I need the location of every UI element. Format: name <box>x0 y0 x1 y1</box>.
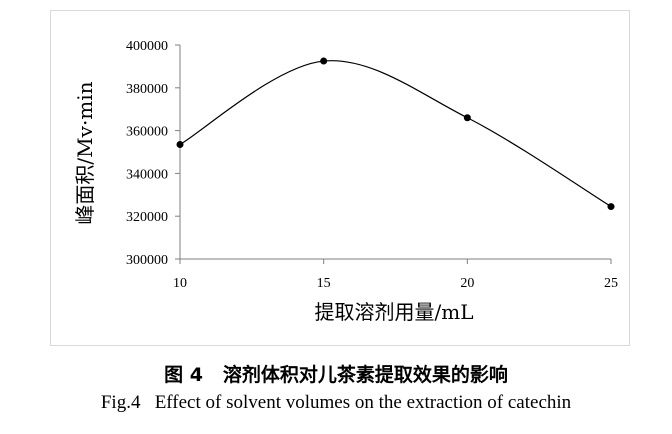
y-tick-label: 320000 <box>126 210 168 225</box>
y-tick-label: 340000 <box>126 167 168 182</box>
x-axis-label: 提取溶剂用量/mL <box>315 300 474 324</box>
data-point <box>607 203 615 211</box>
caption-en-label: Fig.4 <box>100 392 141 413</box>
y-tick-label: 400000 <box>126 39 168 54</box>
data-point <box>176 141 184 149</box>
y-axis-label: 峰面积/Mv·min <box>73 81 97 224</box>
y-axis: 300000 320000 340000 360000 380000 400000 <box>126 39 181 268</box>
caption-zh-label: 图 4 <box>164 364 203 386</box>
y-tick-label: 380000 <box>126 82 168 97</box>
series-peak-area <box>176 57 615 211</box>
chart-frame <box>50 10 630 346</box>
y-tick-label: 300000 <box>126 253 168 268</box>
figure-caption-english: Fig.4 Effect of solvent volumes on the e… <box>0 392 672 414</box>
x-axis: 10 15 20 25 <box>173 258 618 291</box>
caption-zh-text: 溶剂体积对儿茶素提取效果的影响 <box>222 364 508 386</box>
x-tick-label: 15 <box>317 276 331 291</box>
figure-caption-chinese: 图 4 溶剂体积对儿茶素提取效果的影响 <box>0 360 672 387</box>
data-point <box>320 57 328 65</box>
x-tick-label: 25 <box>604 276 618 291</box>
x-tick-label: 10 <box>173 276 187 291</box>
data-point <box>463 114 471 122</box>
y-tick-label: 360000 <box>126 125 168 140</box>
caption-en-text: Effect of solvent volumes on the extract… <box>154 392 572 413</box>
x-tick-label: 20 <box>460 276 474 291</box>
series-line <box>179 60 612 208</box>
